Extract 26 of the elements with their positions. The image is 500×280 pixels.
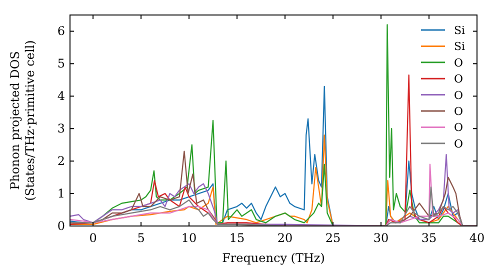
x-tick-label: 10 xyxy=(181,231,197,245)
legend-label: O xyxy=(454,121,464,134)
y-tick-label: 5 xyxy=(57,56,65,71)
x-tick-label: 5 xyxy=(137,231,145,245)
x-tick-label: 40 xyxy=(469,231,485,245)
legend-label: O xyxy=(454,56,464,70)
x-tick-label: 30 xyxy=(373,231,389,245)
y-tick-label: 1 xyxy=(57,186,65,201)
legend-label: O xyxy=(454,137,464,150)
y-tick-label: 6 xyxy=(57,24,65,38)
y-tick-label: 2 xyxy=(57,154,65,168)
x-tick-label: 0 xyxy=(89,231,97,245)
y-tick-label: 0 xyxy=(57,219,65,233)
x-tick-label: 20 xyxy=(277,231,293,245)
legend-label: O xyxy=(454,105,464,118)
x-tick-label: 35 xyxy=(421,231,437,245)
legend-label: Si xyxy=(454,40,466,54)
y-axis-title: Phonon projected DOS (States/THz·primitive cell) xyxy=(8,40,37,201)
x-tick-label: 15 xyxy=(229,231,245,245)
y-tick-label: 4 xyxy=(57,89,66,104)
legend-label: O xyxy=(454,72,464,86)
y-tick-label: 3 xyxy=(57,122,65,136)
legend-label: O xyxy=(454,88,464,102)
x-tick-label: 25 xyxy=(325,231,341,245)
legend-label: Si xyxy=(454,24,466,37)
x-axis-title: Frequency (THz) xyxy=(222,251,325,265)
